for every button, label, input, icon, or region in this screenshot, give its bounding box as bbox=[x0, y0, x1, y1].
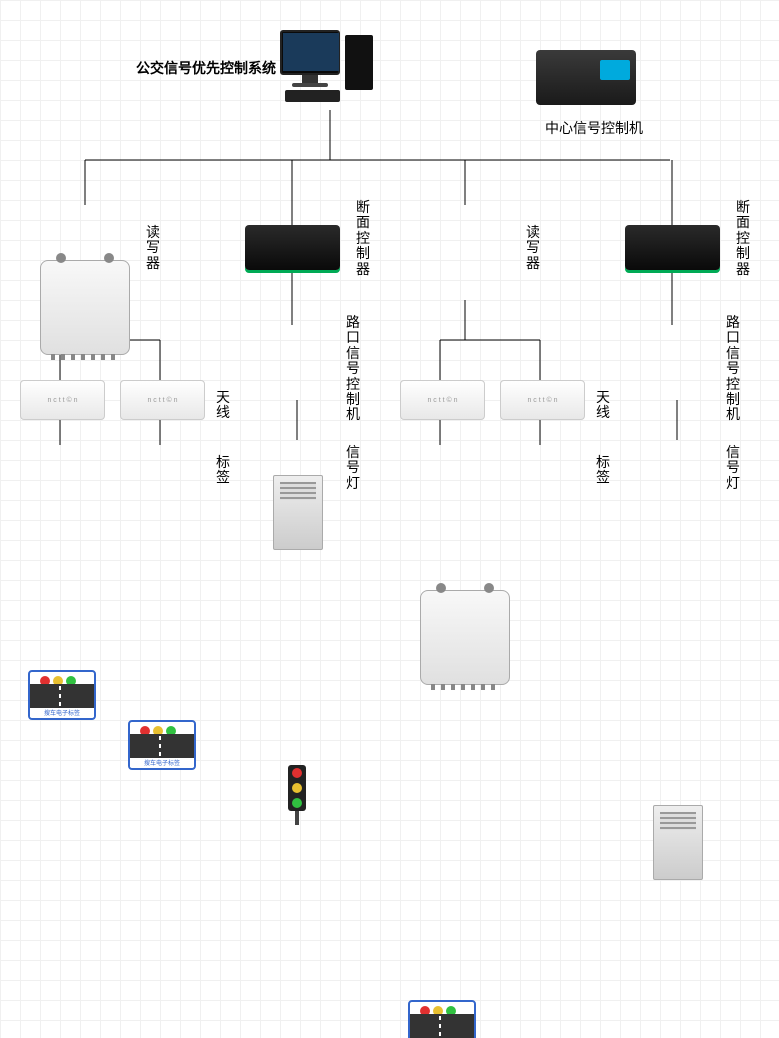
traffic-light-label: 信号灯 bbox=[345, 445, 361, 491]
intersection-controller-label: 路口信号控制机 bbox=[345, 315, 361, 423]
tag-device: 搜车电子标签 bbox=[28, 670, 96, 720]
center-controller-device bbox=[536, 50, 636, 105]
traffic-light-label: 信号灯 bbox=[725, 445, 741, 491]
antenna-device: n c t t © n bbox=[120, 380, 205, 420]
center-controller-label: 中心信号控制机 bbox=[545, 120, 643, 137]
section-controller-device bbox=[625, 225, 720, 270]
antenna-device: n c t t © n bbox=[400, 380, 485, 420]
tag-label: 标签 bbox=[595, 455, 611, 486]
tag-label: 标签 bbox=[215, 455, 231, 486]
reader-device bbox=[420, 590, 510, 685]
intersection-controller-label: 路口信号控制机 bbox=[725, 315, 741, 423]
antenna-label: 天线 bbox=[215, 390, 231, 421]
reader-device bbox=[40, 260, 130, 355]
antenna-device: n c t t © n bbox=[500, 380, 585, 420]
system-title-label: 公交信号优先控制系统 bbox=[136, 60, 276, 77]
section-controller-device bbox=[245, 225, 340, 270]
reader-label: 读写器 bbox=[145, 225, 161, 271]
intersection-controller-device bbox=[653, 805, 703, 880]
section-controller-label: 断面控制器 bbox=[355, 200, 371, 277]
reader-label: 读写器 bbox=[525, 225, 541, 271]
computer-device bbox=[280, 30, 380, 110]
tag-device: 搜车电子标签 bbox=[408, 1000, 476, 1038]
traffic-light-device bbox=[274, 765, 320, 825]
tag-device: 搜车电子标签 bbox=[128, 720, 196, 770]
section-controller-label: 断面控制器 bbox=[735, 200, 751, 277]
intersection-controller-device bbox=[273, 475, 323, 550]
antenna-device: n c t t © n bbox=[20, 380, 105, 420]
antenna-label: 天线 bbox=[595, 390, 611, 421]
